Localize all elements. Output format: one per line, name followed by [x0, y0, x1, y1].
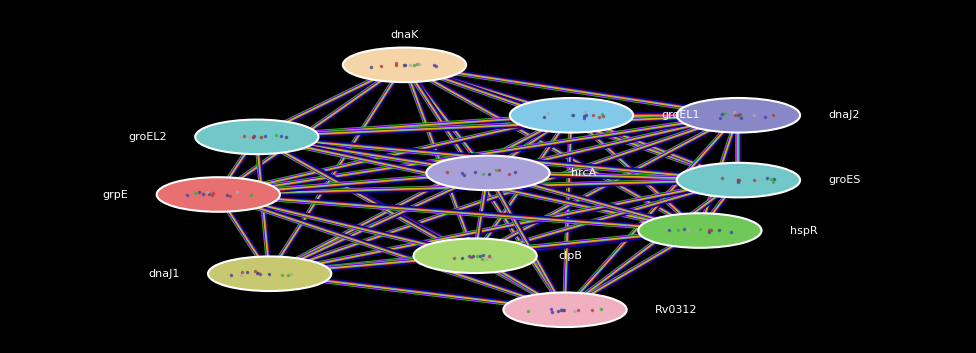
Text: groES: groES	[829, 175, 861, 185]
Circle shape	[195, 120, 318, 154]
Circle shape	[509, 98, 633, 133]
Circle shape	[676, 163, 800, 197]
Text: grpE: grpE	[102, 190, 129, 199]
Circle shape	[504, 293, 627, 327]
Circle shape	[343, 48, 467, 82]
Text: clpB: clpB	[558, 251, 583, 261]
Circle shape	[676, 98, 800, 133]
Text: hspR: hspR	[790, 226, 818, 235]
Circle shape	[427, 156, 549, 190]
Circle shape	[208, 257, 331, 291]
Text: dnaJ2: dnaJ2	[829, 110, 860, 120]
Text: dnaJ1: dnaJ1	[148, 269, 180, 279]
Circle shape	[414, 239, 537, 273]
Circle shape	[638, 213, 761, 248]
Text: hrcA: hrcA	[572, 168, 596, 178]
Text: groEL2: groEL2	[128, 132, 167, 142]
Text: dnaK: dnaK	[390, 30, 419, 40]
Text: Rv0312: Rv0312	[655, 305, 698, 315]
Text: groEL1: groEL1	[662, 110, 700, 120]
Circle shape	[157, 177, 280, 212]
